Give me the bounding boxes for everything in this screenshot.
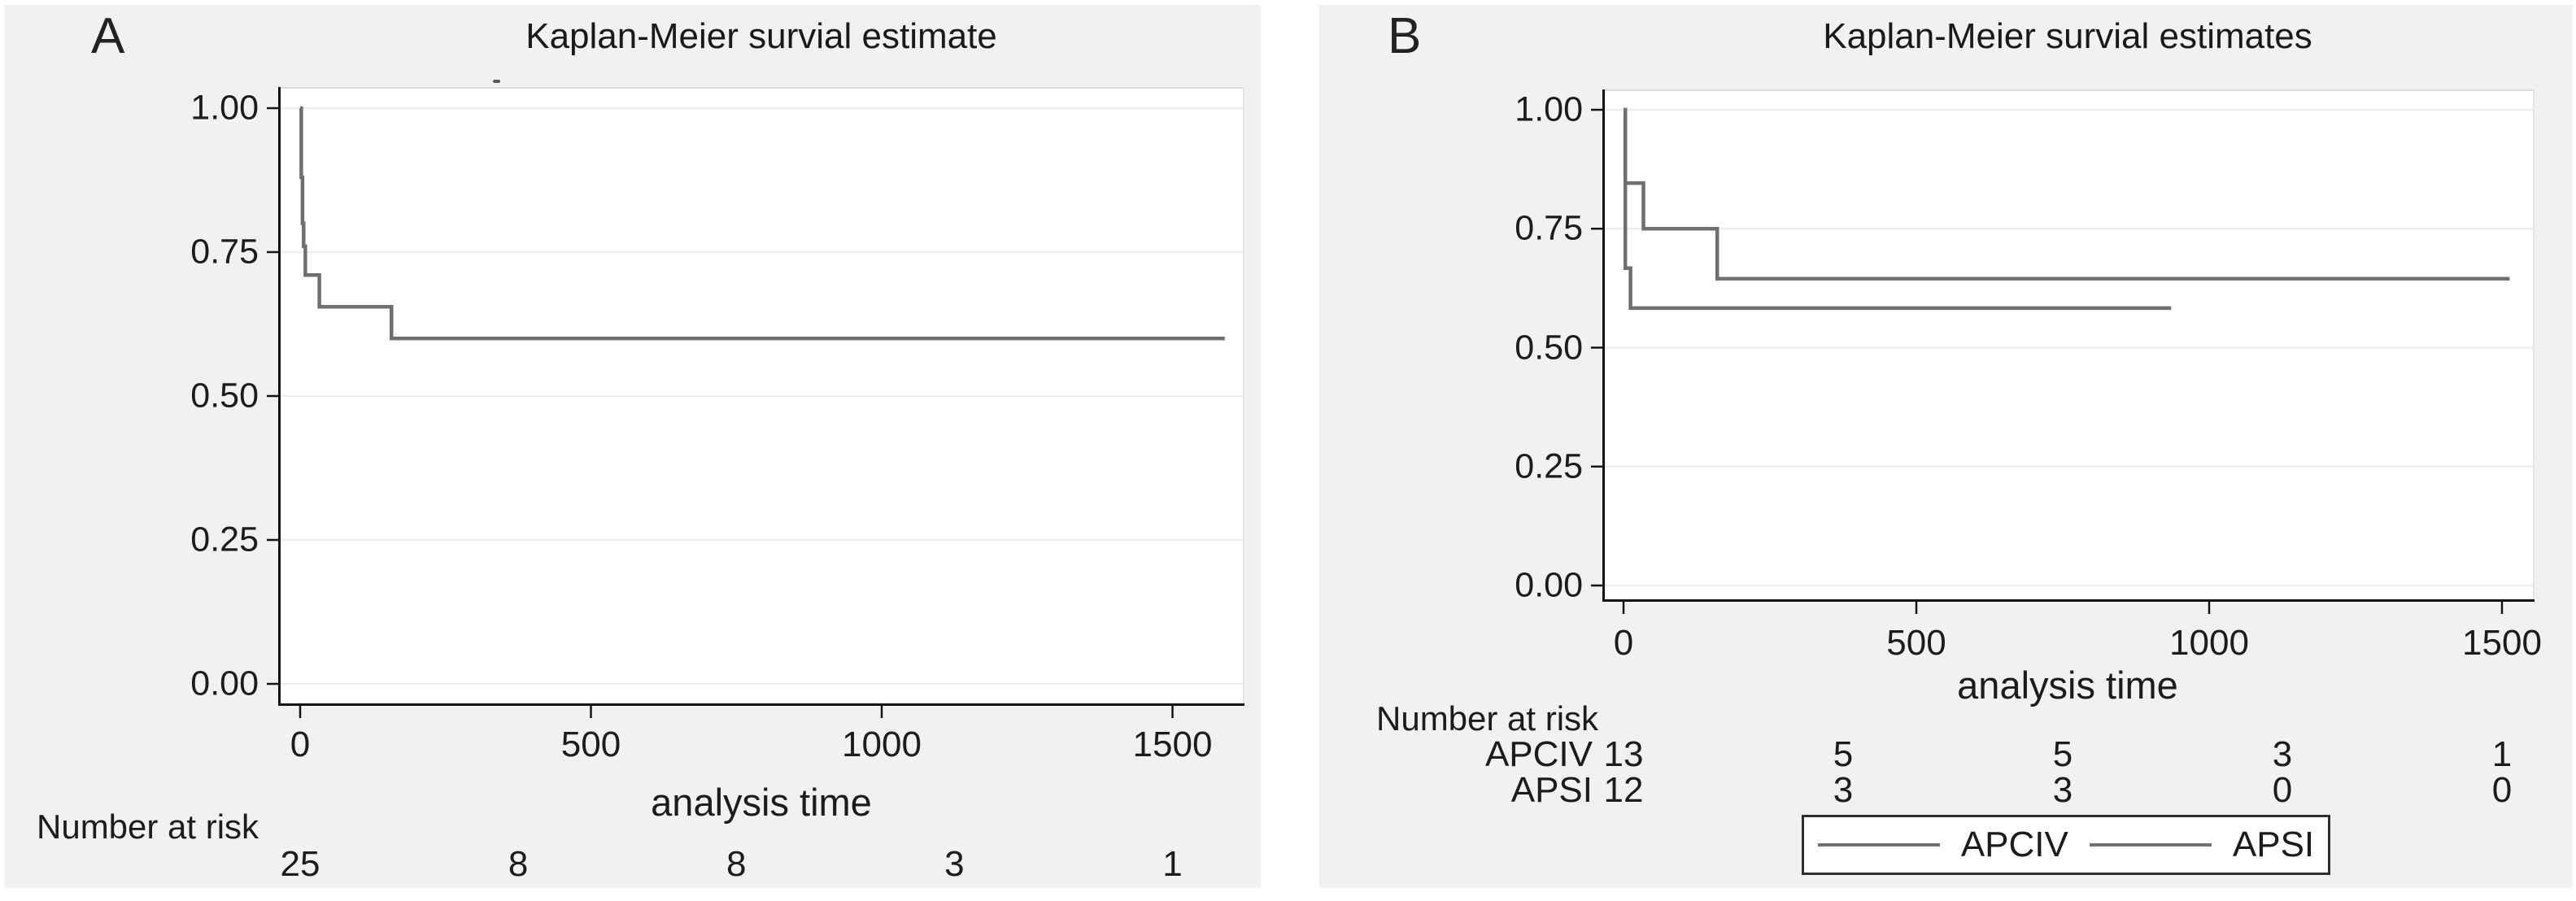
panel-b-plot-area: [1591, 89, 2535, 614]
km-curve-apsi: [1623, 107, 2172, 311]
risk-count: 1: [1162, 844, 1183, 884]
risk-count: 25: [280, 844, 320, 884]
km-curve-overall: [299, 106, 1225, 341]
plot-background: [1602, 89, 2535, 602]
risk-count: 13: [1603, 734, 1644, 774]
x-tick-label-a: 1000: [842, 725, 922, 764]
risk-count: 8: [508, 844, 529, 884]
x-tick-label-b: 1000: [2169, 623, 2249, 663]
panel-a-risk-table-label: Number at risk: [37, 807, 259, 846]
panel-b-letter: B: [1388, 8, 1422, 64]
y-tick-label-a: 0.25: [190, 520, 259, 559]
y-tick-label-b: 0.25: [1515, 446, 1583, 486]
y-tick-label-a: 0.75: [190, 232, 259, 272]
panel-a-letter: A: [91, 8, 125, 64]
panel-b: B Kaplan-Meier survial estimates 1.00 0.7…: [1319, 5, 2573, 888]
y-tick-label-a: 0.50: [190, 376, 259, 416]
y-tick-label-b: 0.00: [1515, 565, 1583, 605]
risk-count: 5: [2052, 734, 2073, 774]
risk-count: 3: [2272, 734, 2293, 774]
y-tick-label-b: 1.00: [1515, 89, 1583, 129]
panel-b-legend: APCIV APSI: [1802, 815, 2330, 875]
risk-count: 5: [1833, 734, 1854, 774]
panel-b-chart-title: Kaplan-Meier survial estimates: [1823, 16, 2312, 56]
legend-label-apciv: APCIV: [1960, 825, 2068, 864]
panel-a-plot-area: [267, 87, 1244, 718]
risk-count: 0: [2491, 770, 2513, 810]
y-tick-label-b: 0.75: [1515, 208, 1583, 248]
risk-count: 3: [2052, 770, 2073, 810]
legend-label-apsi: APSI: [2232, 825, 2315, 864]
panel-b-x-axis-title: analysis time: [1957, 664, 2178, 707]
risk-count: 0: [2272, 770, 2293, 810]
y-tick-label-a: 0.00: [190, 664, 259, 703]
x-tick-label-a: 1500: [1132, 725, 1213, 764]
risk-count: 3: [1833, 770, 1854, 810]
x-tick-label-a: 500: [560, 725, 621, 764]
x-tick-label-b: 0: [1613, 623, 1634, 663]
x-tick-label-a: 0: [290, 725, 311, 764]
y-tick-label-a: 1.00: [190, 88, 259, 128]
panel-a-x-axis-title: analysis time: [651, 781, 872, 824]
panel-b-risk-table-label: Number at risk: [1376, 699, 1599, 738]
legend-line-apsi: [2089, 843, 2212, 847]
legend-line-apciv: [1817, 843, 1940, 847]
panel-a-chart-title: Kaplan-Meier survial estimate: [525, 16, 997, 56]
y-tick-label-b: 0.50: [1515, 328, 1583, 367]
x-tick-label-b: 500: [1886, 623, 1946, 663]
risk-count: 12: [1603, 770, 1644, 810]
x-tick-label-b: 1500: [2462, 623, 2542, 663]
risk-row-name-apsi: APSI: [1510, 770, 1593, 810]
risk-count: 1: [2491, 734, 2513, 774]
panel-a: A Kaplan-Meier survial estimate 1.00 0.75…: [4, 5, 1261, 888]
risk-count: 3: [944, 844, 965, 884]
stray-mark: [493, 80, 500, 83]
risk-count: 8: [726, 844, 747, 884]
risk-row-name-apciv: APCIV: [1484, 734, 1593, 774]
